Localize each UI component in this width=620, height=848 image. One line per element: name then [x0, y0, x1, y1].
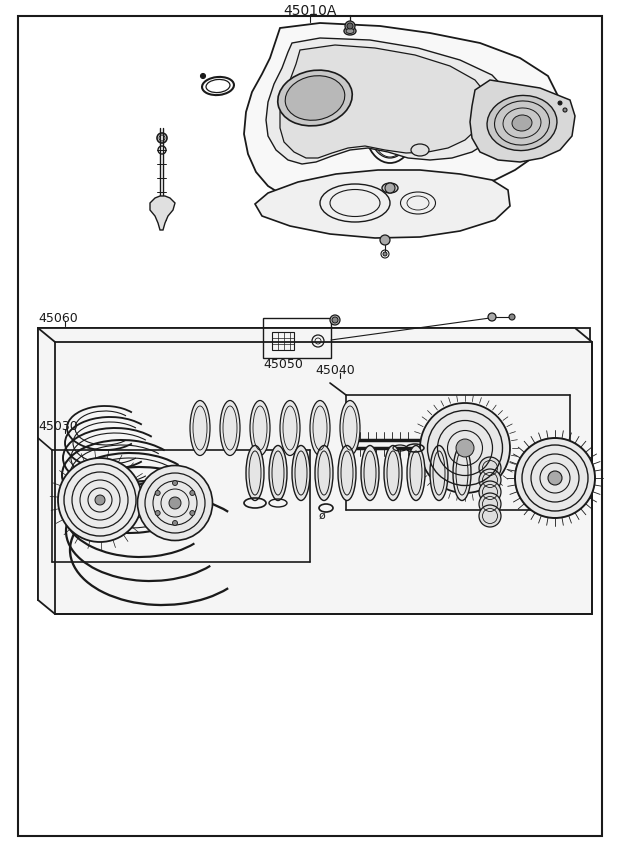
Bar: [272, 332, 294, 350]
Polygon shape: [470, 80, 575, 162]
Bar: [263, 318, 331, 358]
Circle shape: [332, 317, 338, 323]
Ellipse shape: [384, 445, 402, 500]
Ellipse shape: [361, 445, 379, 500]
Ellipse shape: [58, 458, 142, 542]
Polygon shape: [330, 383, 570, 510]
Ellipse shape: [338, 445, 356, 500]
Text: 45050: 45050: [263, 358, 303, 371]
Circle shape: [488, 313, 496, 321]
Ellipse shape: [346, 29, 354, 34]
Text: 45040: 45040: [315, 364, 355, 377]
Ellipse shape: [278, 70, 352, 126]
Circle shape: [347, 23, 353, 29]
Ellipse shape: [479, 493, 501, 515]
Circle shape: [330, 315, 340, 325]
Circle shape: [380, 235, 390, 245]
Ellipse shape: [411, 144, 429, 156]
Circle shape: [190, 490, 195, 495]
Ellipse shape: [285, 75, 345, 120]
Polygon shape: [244, 23, 558, 200]
Ellipse shape: [487, 96, 557, 151]
Ellipse shape: [310, 400, 330, 455]
Circle shape: [563, 108, 567, 112]
Ellipse shape: [479, 469, 501, 491]
Ellipse shape: [190, 400, 210, 455]
Ellipse shape: [250, 400, 270, 455]
Ellipse shape: [292, 445, 310, 500]
Ellipse shape: [548, 471, 562, 485]
Ellipse shape: [453, 445, 471, 500]
Ellipse shape: [169, 497, 181, 509]
Ellipse shape: [407, 445, 425, 500]
Ellipse shape: [138, 466, 213, 540]
Ellipse shape: [430, 445, 448, 500]
Circle shape: [155, 510, 160, 516]
Circle shape: [509, 314, 515, 320]
Ellipse shape: [479, 481, 501, 503]
Ellipse shape: [515, 438, 595, 518]
Polygon shape: [255, 170, 510, 238]
Text: 45010A: 45010A: [283, 4, 337, 18]
Text: 45060: 45060: [38, 311, 78, 325]
Circle shape: [190, 510, 195, 516]
Ellipse shape: [420, 403, 510, 493]
Polygon shape: [280, 45, 488, 158]
Ellipse shape: [479, 505, 501, 527]
Polygon shape: [150, 196, 175, 230]
Ellipse shape: [340, 400, 360, 455]
Ellipse shape: [280, 400, 300, 455]
Text: 45030: 45030: [38, 420, 78, 432]
Ellipse shape: [95, 495, 105, 505]
Text: ø: ø: [319, 511, 326, 521]
Circle shape: [345, 21, 355, 31]
Ellipse shape: [246, 445, 264, 500]
Ellipse shape: [382, 183, 398, 193]
Ellipse shape: [220, 400, 240, 455]
Circle shape: [155, 490, 160, 495]
Circle shape: [558, 101, 562, 105]
Polygon shape: [38, 328, 592, 614]
Circle shape: [172, 521, 177, 526]
Ellipse shape: [456, 439, 474, 457]
Ellipse shape: [512, 115, 532, 131]
Ellipse shape: [344, 27, 356, 35]
Polygon shape: [38, 438, 310, 562]
Circle shape: [385, 183, 395, 193]
Circle shape: [200, 74, 205, 79]
Polygon shape: [266, 38, 508, 164]
Ellipse shape: [269, 445, 287, 500]
Circle shape: [383, 252, 387, 256]
Text: i: i: [565, 98, 568, 108]
Ellipse shape: [315, 445, 333, 500]
Ellipse shape: [479, 457, 501, 479]
Bar: [38, 328, 590, 600]
Circle shape: [172, 481, 177, 486]
